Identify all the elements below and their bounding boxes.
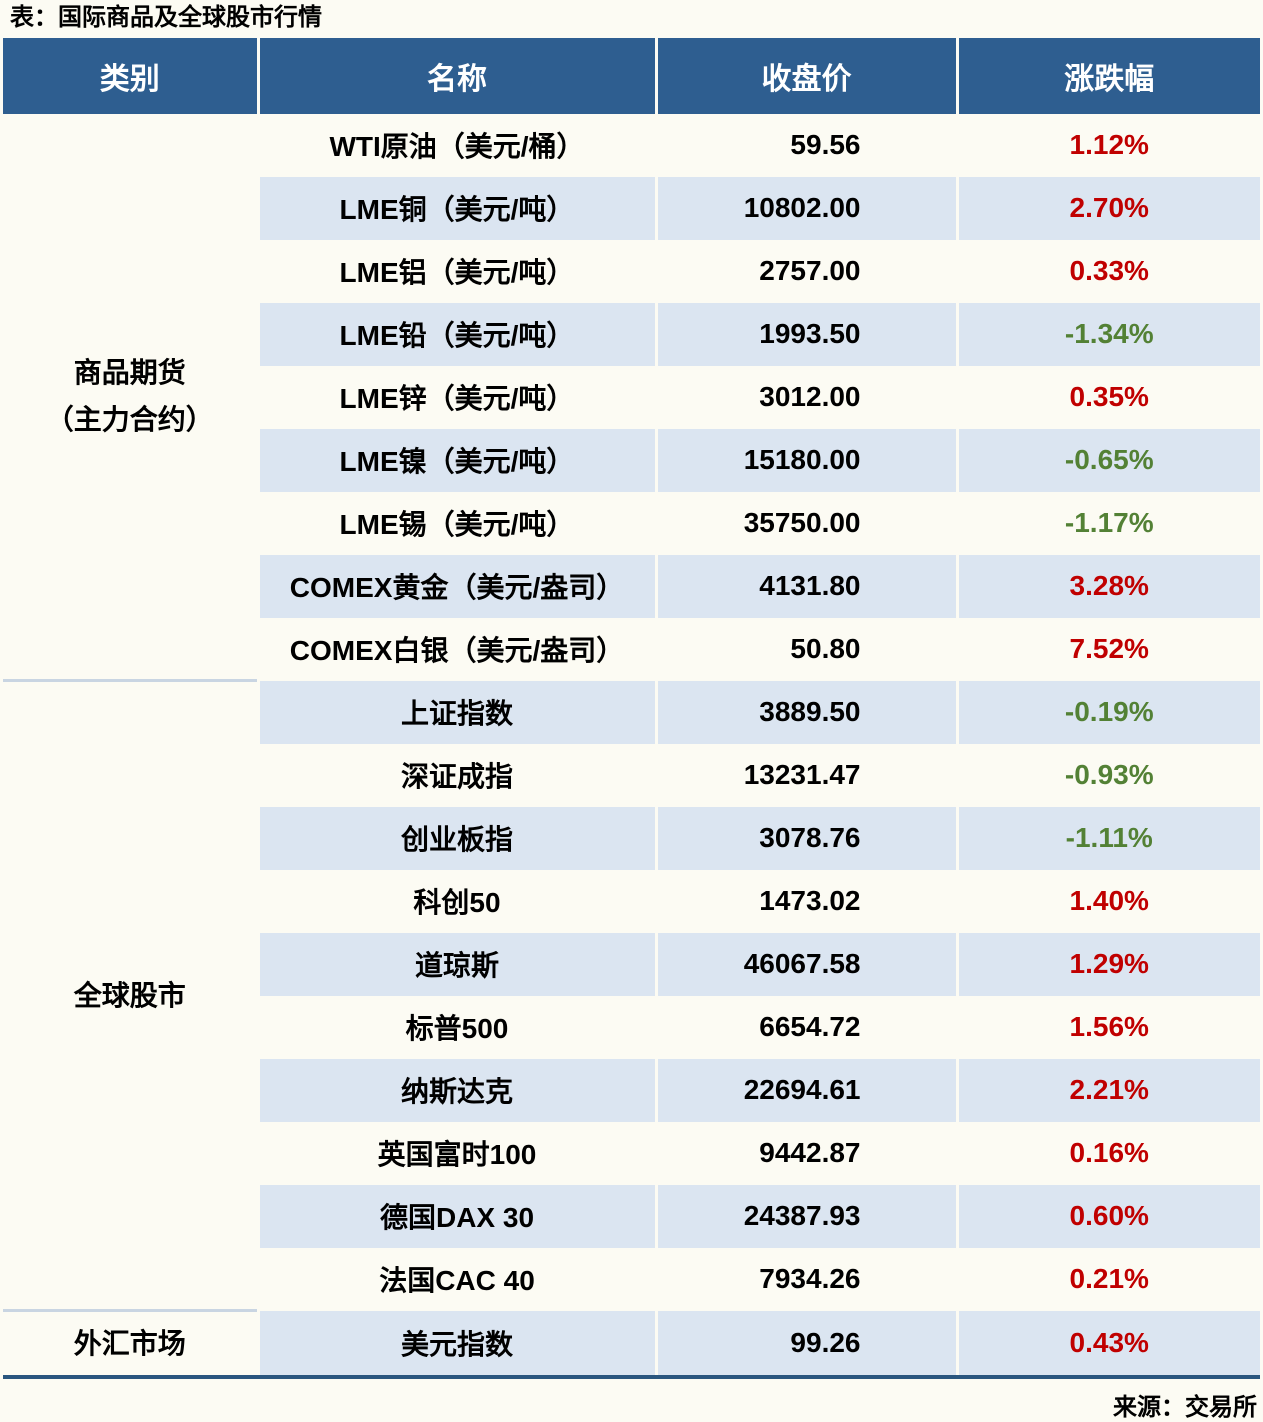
change-cell: -1.11% [955,806,1260,870]
category-label: 外汇市场 [73,1327,186,1359]
column-header-close: 收盘价 [654,37,957,114]
close-cell: 4131.80 [654,554,957,618]
change-cell: -0.93% [955,743,1260,807]
change-cell: -0.65% [955,428,1260,492]
table-row: LME铅（美元/吨） 1993.50 -1.34% [3,302,1260,366]
table-row: 商品期货 （主力合约） WTI原油（美元/桶） 59.56 1.12% [3,113,1260,681]
table-row: 法国CAC 40 7934.26 0.21% [3,1247,1260,1311]
table-row: 创业板指 3078.76 -1.11% [3,806,1260,870]
name-cell: LME锡（美元/吨） [256,491,656,555]
change-cell: 0.43% [955,1310,1260,1378]
category-label: 全球股市 [73,979,186,1011]
name-cell: LME锌（美元/吨） [256,365,656,429]
table-row: 德国DAX 30 24387.93 0.60% [3,1184,1260,1248]
name-cell: LME镍（美元/吨） [256,428,656,492]
column-header-name: 名称 [256,37,656,114]
table-row: 科创50 1473.02 1.40% [3,869,1260,933]
close-cell: 15180.00 [654,428,957,492]
category-cell-forex: 外汇市场 [3,1309,258,1378]
close-cell: 2757.00 [654,239,957,303]
change-cell: 0.33% [955,239,1260,303]
name-cell: LME铝（美元/吨） [256,239,656,303]
change-cell: 7.52% [955,617,1260,681]
name-cell: 法国CAC 40 [256,1247,656,1311]
change-cell: -1.17% [955,491,1260,555]
close-cell: 7934.26 [654,1247,957,1311]
change-cell: 0.21% [955,1247,1260,1311]
table-row: COMEX黄金（美元/盎司） 4131.80 3.28% [3,554,1260,618]
table-row: 道琼斯 46067.58 1.29% [3,932,1260,996]
name-cell: COMEX黄金（美元/盎司） [256,554,656,618]
table-row: LME铜（美元/吨） 10802.00 2.70% [3,176,1260,240]
table-row: 深证成指 13231.47 -0.93% [3,743,1260,807]
category-cell-commodities: 商品期货 （主力合约） [3,113,258,681]
table-row: LME锡（美元/吨） 35750.00 -1.17% [3,491,1260,555]
category-label-line1: 商品期货 [73,357,186,389]
change-cell: 3.28% [955,554,1260,618]
table-title: 表：国际商品及全球股市行情 [10,4,322,31]
name-cell: 上证指数 [256,680,656,744]
close-cell: 1993.50 [654,302,957,366]
change-cell: 1.12% [955,113,1260,177]
name-cell: 标普500 [256,995,656,1059]
table-row: 外汇市场 美元指数 99.26 0.43% [3,1309,1260,1378]
name-cell: LME铅（美元/吨） [256,302,656,366]
table-row: 纳斯达克 22694.61 2.21% [3,1058,1260,1122]
close-cell: 13231.47 [654,743,957,807]
name-cell: LME铜（美元/吨） [256,176,656,240]
change-cell: 0.60% [955,1184,1260,1248]
close-cell: 50.80 [654,617,957,681]
name-cell: 美元指数 [256,1310,656,1378]
category-label-line2: （主力合约） [45,403,214,435]
change-cell: -1.34% [955,302,1260,366]
name-cell: WTI原油（美元/桶） [256,113,656,177]
close-cell: 22694.61 [654,1058,957,1122]
change-cell: 0.35% [955,365,1260,429]
source-note: 来源：交易所 [1113,1394,1257,1422]
close-cell: 46067.58 [654,932,957,996]
table-row: LME铝（美元/吨） 2757.00 0.33% [3,239,1260,303]
change-cell: 0.16% [955,1121,1260,1185]
change-cell: 1.56% [955,995,1260,1059]
change-cell: 2.21% [955,1058,1260,1122]
name-cell: 创业板指 [256,806,656,870]
column-header-category: 类别 [3,37,258,114]
table-row: LME锌（美元/吨） 3012.00 0.35% [3,365,1260,429]
close-cell: 10802.00 [654,176,957,240]
name-cell: 道琼斯 [256,932,656,996]
close-cell: 99.26 [654,1310,957,1378]
close-cell: 1473.02 [654,869,957,933]
change-cell: 2.70% [955,176,1260,240]
category-cell-global-stocks: 全球股市 [3,679,258,1311]
close-cell: 59.56 [654,113,957,177]
table-row: COMEX白银（美元/盎司） 50.80 7.52% [3,617,1260,681]
change-cell: 1.29% [955,932,1260,996]
close-cell: 3889.50 [654,680,957,744]
table-row: 标普500 6654.72 1.56% [3,995,1260,1059]
name-cell: 德国DAX 30 [256,1184,656,1248]
close-cell: 3012.00 [654,365,957,429]
change-cell: -0.19% [955,680,1260,744]
change-cell: 1.40% [955,869,1260,933]
close-cell: 3078.76 [654,806,957,870]
name-cell: 英国富时100 [256,1121,656,1185]
close-cell: 35750.00 [654,491,957,555]
close-cell: 9442.87 [654,1121,957,1185]
column-header-change: 涨跌幅 [955,37,1260,114]
name-cell: COMEX白银（美元/盎司） [256,617,656,681]
close-cell: 6654.72 [654,995,957,1059]
table-row: 英国富时100 9442.87 0.16% [3,1121,1260,1185]
market-quotes-table: 类别 名称 收盘价 涨跌幅 商品期货 （主力合约） WTI原油（美元/桶） 59… [3,37,1260,1380]
table-row: LME镍（美元/吨） 15180.00 -0.65% [3,428,1260,492]
table-row: 全球股市 上证指数 3889.50 -0.19% [3,679,1260,1311]
name-cell: 科创50 [256,869,656,933]
close-cell: 24387.93 [654,1184,957,1248]
name-cell: 纳斯达克 [256,1058,656,1122]
name-cell: 深证成指 [256,743,656,807]
header-row: 类别 名称 收盘价 涨跌幅 [3,37,1260,114]
